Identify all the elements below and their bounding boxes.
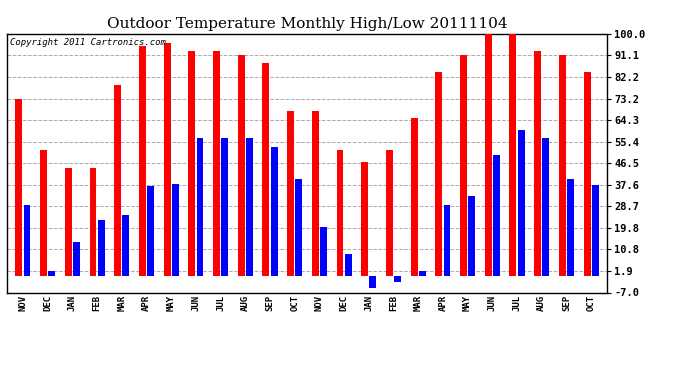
Bar xyxy=(542,138,549,276)
Bar xyxy=(139,46,146,276)
Bar xyxy=(287,111,294,276)
Bar xyxy=(444,206,451,276)
Bar xyxy=(584,72,591,276)
Bar xyxy=(213,51,220,276)
Bar xyxy=(509,34,516,276)
Bar xyxy=(567,179,574,276)
Bar xyxy=(221,138,228,276)
Bar xyxy=(411,118,417,276)
Bar xyxy=(362,162,368,276)
Bar xyxy=(320,227,327,276)
Bar xyxy=(493,154,500,276)
Bar xyxy=(485,34,492,276)
Bar xyxy=(435,72,442,276)
Bar xyxy=(386,150,393,276)
Bar xyxy=(518,130,524,276)
Bar xyxy=(469,196,475,276)
Bar xyxy=(197,138,204,276)
Bar xyxy=(270,147,277,276)
Bar xyxy=(559,55,566,276)
Bar xyxy=(592,184,599,276)
Bar xyxy=(369,276,376,288)
Bar xyxy=(172,184,179,276)
Bar xyxy=(262,63,269,276)
Text: Copyright 2011 Cartronics.com: Copyright 2011 Cartronics.com xyxy=(10,38,166,46)
Bar xyxy=(460,55,467,276)
Bar xyxy=(73,242,80,276)
Bar xyxy=(534,51,541,276)
Title: Outdoor Temperature Monthly High/Low 20111104: Outdoor Temperature Monthly High/Low 201… xyxy=(107,17,507,31)
Bar xyxy=(164,44,170,276)
Bar xyxy=(40,150,47,276)
Bar xyxy=(312,111,319,276)
Bar xyxy=(419,271,426,276)
Bar xyxy=(115,84,121,276)
Bar xyxy=(147,186,154,276)
Bar xyxy=(15,99,22,276)
Bar xyxy=(48,271,55,276)
Bar xyxy=(345,254,352,276)
Bar xyxy=(188,51,195,276)
Bar xyxy=(98,220,105,276)
Bar xyxy=(394,276,401,282)
Bar xyxy=(122,215,129,276)
Bar xyxy=(246,138,253,276)
Bar xyxy=(337,150,344,276)
Bar xyxy=(23,206,30,276)
Bar xyxy=(238,55,245,276)
Bar xyxy=(90,168,97,276)
Bar xyxy=(65,168,72,276)
Bar xyxy=(295,179,302,276)
